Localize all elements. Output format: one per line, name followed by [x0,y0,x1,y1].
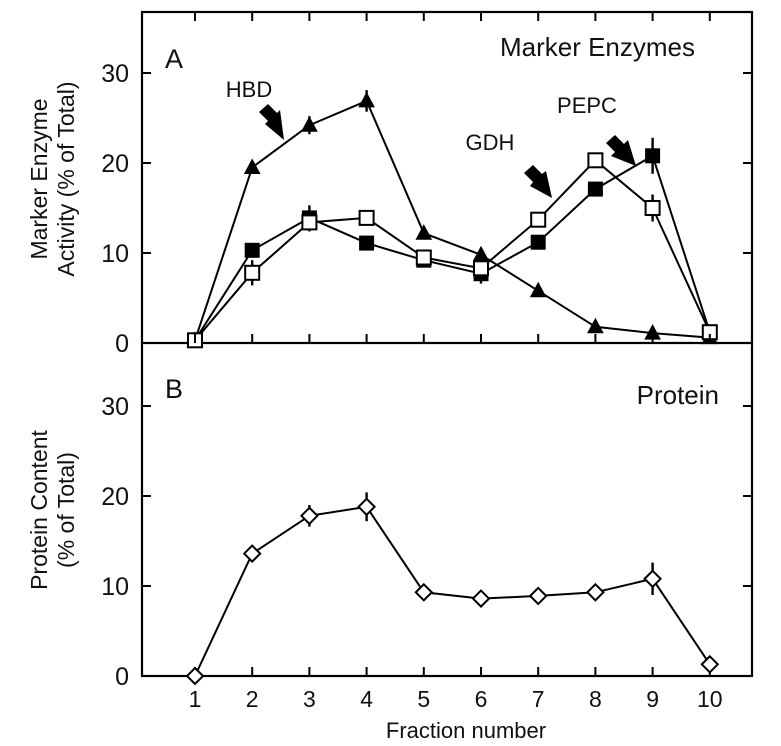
data-point-protein [471,589,491,609]
data-point-gdh [415,249,432,266]
series-line-protein [194,505,711,677]
panel-a: A Marker Enzymes Marker Enzyme Activity … [26,32,752,358]
panel-a-plot-area [186,90,719,349]
panel-a-ytick-label-20: 20 [101,150,129,178]
series-line-pepc [194,154,711,341]
data-point-pepc [645,148,661,164]
data-point-gdh [301,214,318,231]
data-point-hbd [358,91,375,108]
data-point-hbd [243,158,261,174]
annotation-gdh: GDH [466,130,515,155]
panel-a-label: A [165,44,183,74]
annotation-pepc: PEPC [557,93,617,118]
panel-b-ytick-label-10: 10 [101,573,129,601]
data-point-protein [299,506,319,526]
panel-a-annotations: HBD GDH PEPC [226,77,636,198]
data-point-hbd [415,224,433,240]
data-point-protein [414,582,434,602]
panel-a-y-axis: 0 10 20 30 [101,60,752,358]
panel-a-title: Marker Enzymes [500,32,695,62]
panel-a-ylabel-line-1: Marker Enzyme [26,98,52,259]
data-point-hbd [529,281,547,298]
xtick-label-1: 1 [189,686,202,712]
data-point-protein [185,666,205,686]
annotation-hbd: HBD [226,77,272,102]
panel-a-ytick-label-0: 0 [115,330,129,358]
panel-a-ytick-label-10: 10 [101,240,129,268]
data-point-protein [700,654,720,674]
xtick-label-5: 5 [417,686,430,712]
xtick-label-6: 6 [475,686,488,712]
panel-b: B Protein Protein Content (% of Total) 0… [26,12,752,743]
xtick-label-10: 10 [697,686,723,712]
annotation-pepc-arrow [606,135,636,166]
xtick-label-7: 7 [532,686,545,712]
data-point-gdh [358,209,375,226]
data-point-pepc [359,235,375,251]
series-line-gdh [194,158,711,341]
data-point-pepc [530,234,546,250]
xtick-label-8: 8 [589,686,602,712]
xtick-label-2: 2 [246,686,259,712]
panel-a-ytick-label-30: 30 [101,60,129,88]
data-point-pepc [244,242,260,258]
panel-a-ylabel-line-2: Activity (% of Total) [53,81,79,276]
data-point-protein [242,544,262,564]
panel-b-ylabel-line-2: (% of Total) [53,452,79,568]
panel-b-label: B [165,374,183,404]
panel-b-ytick-label-20: 20 [101,483,129,511]
data-point-hbd [587,317,604,334]
data-point-gdh [244,264,261,281]
annotation-hbd-arrow [259,104,284,140]
x-axis-label: Fraction number [386,718,546,743]
panel-b-title: Protein [637,380,719,410]
data-point-gdh [587,152,604,169]
data-point-gdh [644,200,661,216]
panel-b-ytick-label-0: 0 [115,663,129,691]
xtick-label-9: 9 [646,686,659,712]
data-point-gdh [473,260,489,277]
series-line-hbd [194,99,710,341]
data-point-hbd [301,116,318,132]
data-point-gdh [530,211,547,228]
data-point-protein [643,569,663,589]
data-point-protein [585,582,605,602]
annotation-gdh-arrow [524,165,552,198]
data-point-pepc [587,181,603,197]
panel-b-y-axis: 0 10 20 30 [101,393,752,691]
x-axis: 1 2 3 4 5 6 7 8 9 10 [189,12,723,712]
xtick-label-4: 4 [360,686,373,712]
panel-b-ylabel-line-1: Protein Content [26,429,52,589]
xtick-label-3: 3 [303,686,316,712]
data-point-protein [357,497,377,517]
panel-b-plot-area [185,492,720,686]
data-point-protein [528,586,548,606]
panel-b-ytick-label-30: 30 [101,393,129,421]
